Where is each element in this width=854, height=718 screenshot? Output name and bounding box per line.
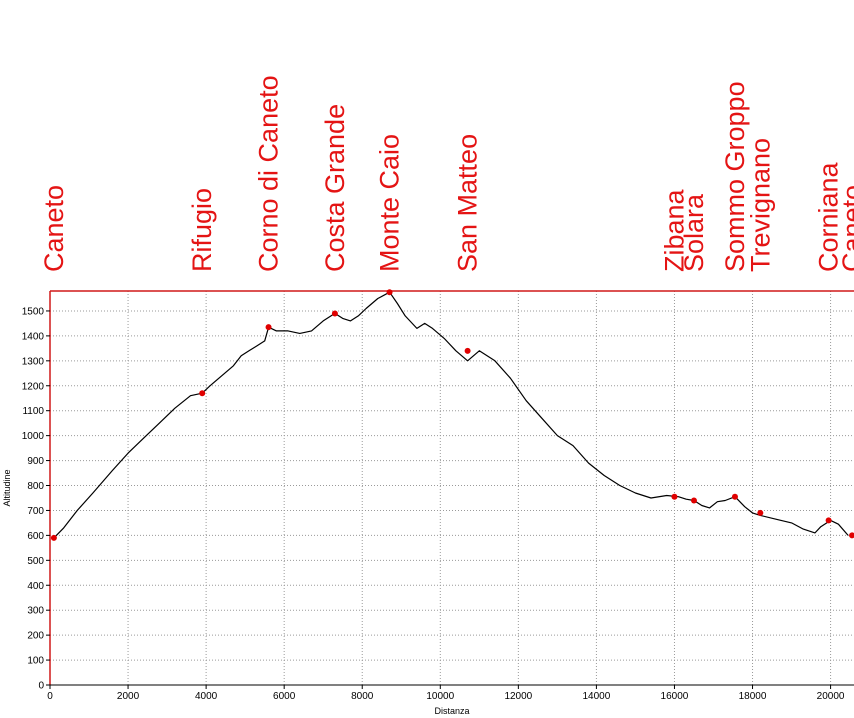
waypoint-label: Monte Caio xyxy=(375,134,405,272)
y-tick-label: 100 xyxy=(27,656,44,667)
waypoint-marker xyxy=(464,347,471,354)
x-tick-label: 4000 xyxy=(195,691,218,702)
waypoint-label: Solara xyxy=(679,193,709,272)
axis-ticks: 0 100 200 300 400 500 600 700 800 900 1000 1100 1200… xyxy=(22,306,845,702)
y-tick-label: 1100 xyxy=(22,406,44,417)
y-tick-label: 1400 xyxy=(22,331,45,342)
waypoint-marker xyxy=(265,324,272,331)
y-tick-label: 700 xyxy=(27,506,44,517)
waypoint-label: Zibana xyxy=(660,188,690,272)
y-tick-label: 900 xyxy=(27,456,44,467)
waypoint-label: Sommo Groppo xyxy=(720,81,750,272)
waypoint-label: San Matteo xyxy=(453,134,483,272)
waypoint-marker xyxy=(199,390,206,397)
waypoint-marker xyxy=(849,532,854,539)
waypoint-label: Corno di Caneto xyxy=(254,75,284,272)
x-axis-title: Distanza xyxy=(434,706,469,716)
x-tick-label: 0 xyxy=(47,691,53,702)
y-tick-label: 1500 xyxy=(22,306,45,317)
x-tick-label: 8000 xyxy=(351,691,374,702)
waypoint-marker xyxy=(731,493,738,500)
y-tick-label: 1000 xyxy=(22,431,45,442)
x-tick-label: 18000 xyxy=(739,691,767,702)
waypoint-label: Caneto xyxy=(837,185,854,272)
grid-lines xyxy=(50,291,854,685)
waypoint-marker xyxy=(825,517,832,524)
x-tick-label: 10000 xyxy=(426,691,454,702)
x-tick-label: 20000 xyxy=(817,691,845,702)
waypoint-label: Costa Grande xyxy=(320,104,350,272)
x-tick-label: 2000 xyxy=(117,691,140,702)
waypoint-marker xyxy=(331,310,338,317)
x-tick-label: 16000 xyxy=(661,691,689,702)
x-tick-label: 6000 xyxy=(273,691,296,702)
waypoint-marker xyxy=(386,289,393,296)
y-axis-title: Altitudine xyxy=(2,469,12,506)
y-tick-label: 1300 xyxy=(22,356,45,367)
plot-frame xyxy=(49,290,854,686)
plot-area xyxy=(50,291,854,685)
waypoint-marker xyxy=(690,497,697,504)
waypoint-marker xyxy=(671,493,678,500)
y-tick-label: 500 xyxy=(27,556,44,567)
waypoint-marker xyxy=(757,509,764,516)
waypoint-labels: Caneto Rifugio Corno di Caneto Costa Grande… xyxy=(39,75,854,272)
elevation-line xyxy=(53,291,849,539)
x-tick-label: 12000 xyxy=(504,691,532,702)
y-tick-label: 800 xyxy=(27,481,44,492)
x-tick-label: 14000 xyxy=(583,691,611,702)
waypoint-label: Rifugio xyxy=(187,188,217,272)
y-tick-label: 1200 xyxy=(22,381,45,392)
y-tick-label: 600 xyxy=(27,531,44,542)
waypoint-label: Corniana xyxy=(814,161,844,272)
y-tick-label: 300 xyxy=(27,606,44,617)
waypoint-label: Caneto xyxy=(39,185,69,272)
y-tick-label: 400 xyxy=(27,581,44,592)
y-tick-label: 0 xyxy=(38,681,44,692)
waypoint-markers xyxy=(50,289,854,541)
waypoint-label: Trevignano xyxy=(745,138,775,272)
y-tick-label: 200 xyxy=(27,631,44,642)
waypoint-marker xyxy=(50,534,57,541)
